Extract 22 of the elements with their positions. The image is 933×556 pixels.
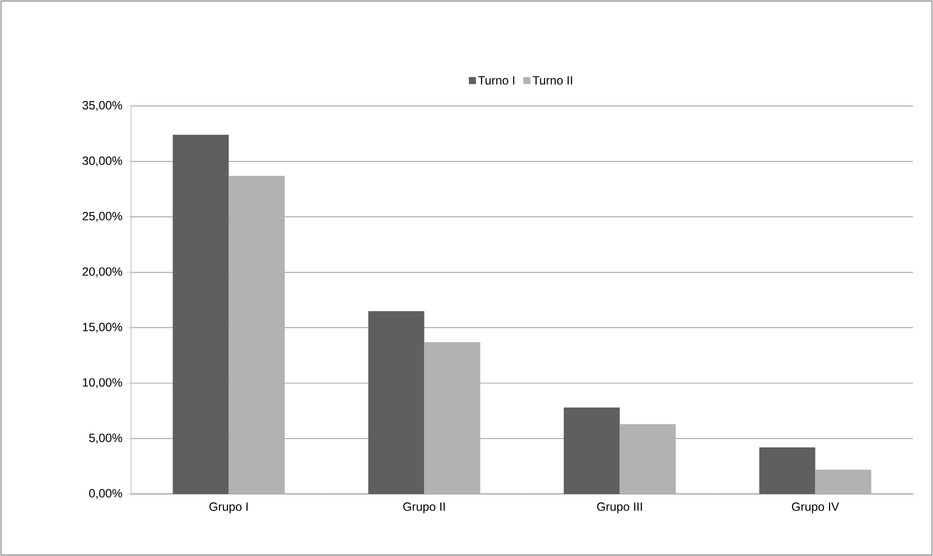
y-tick-label: 30,00% bbox=[82, 156, 122, 166]
y-tick-label: 25,00% bbox=[82, 212, 122, 222]
y-tick-label: 20,00% bbox=[82, 267, 122, 278]
bar bbox=[424, 342, 480, 494]
y-tick-label: 5,00% bbox=[89, 434, 122, 444]
legend-label: Turno I bbox=[478, 76, 514, 85]
y-tick-label: 35,00% bbox=[82, 101, 122, 111]
x-tick-label: Grupo II bbox=[403, 502, 445, 514]
bar bbox=[564, 408, 620, 494]
bar bbox=[620, 424, 676, 494]
bar bbox=[815, 470, 872, 494]
bar bbox=[172, 134, 229, 494]
y-tick-label: 0,00% bbox=[89, 489, 122, 499]
legend-label: Turno II bbox=[532, 76, 572, 85]
bar bbox=[368, 311, 424, 494]
x-tick-label: Grupo III bbox=[597, 502, 642, 514]
bar bbox=[228, 176, 285, 494]
x-tick-label: Grupo IV bbox=[792, 502, 840, 514]
x-tick-label: Grupo I bbox=[209, 502, 248, 514]
y-tick-label: 15,00% bbox=[82, 322, 122, 333]
bar bbox=[759, 447, 816, 494]
y-tick-label: 10,00% bbox=[82, 378, 122, 388]
